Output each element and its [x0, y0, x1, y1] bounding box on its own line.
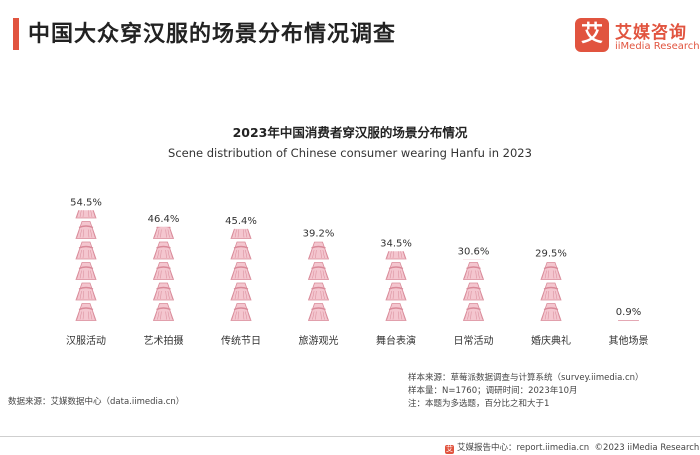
footer-report: 艾艾媒报告中心：report.iimedia.cn ©2023 iiMedia … — [445, 441, 700, 454]
data-source: 数据来源：艾媒数据中心（data.iimedia.cn） — [8, 397, 185, 407]
category-label: 艺术拍摄 — [144, 334, 184, 347]
value-label: 46.4% — [148, 214, 180, 225]
bar-icon-stack — [462, 259, 485, 321]
category-label: 婚庆典礼 — [531, 334, 571, 347]
copyright: ©2023 iiMedia Research Inc — [594, 443, 700, 453]
footer-divider — [0, 436, 700, 437]
value-label: 54.5% — [70, 197, 102, 208]
bar-icon-stack — [152, 226, 175, 321]
pictogram-chart: 54.5% 汉服活动 46.4% 艺术拍摄 45.4% 传统节日 39.2% 旅游观光 34.5… — [66, 197, 649, 347]
category-label: 传统节日 — [221, 334, 261, 347]
category-label: 舞台表演 — [376, 334, 416, 347]
value-label: 0.9% — [616, 307, 641, 318]
value-label: 39.2% — [303, 229, 335, 240]
category-label: 其他场景 — [609, 334, 649, 347]
value-label: 30.6% — [458, 246, 490, 257]
category-label: 日常活动 — [454, 334, 494, 347]
bar-icon-stack — [385, 251, 407, 321]
note-line: 样本量：N=1760；调研时间：2023年10月 — [408, 386, 578, 396]
chart-title: 2023年中国消费者穿汉服的场景分布情况 — [232, 125, 468, 140]
title-accent-bar — [13, 18, 19, 50]
bar-icon-stack — [540, 262, 562, 321]
report-center-link[interactable]: 艾媒报告中心：report.iimedia.cn — [457, 443, 590, 453]
value-label: 29.5% — [535, 249, 567, 260]
bar-icon-stack — [75, 210, 97, 321]
note-line: 样本来源：草莓派数据调查与计算系统（survey.iimedia.cn） — [408, 373, 644, 383]
logo-mark: 艾 — [575, 18, 609, 52]
page-title: 中国大众穿汉服的场景分布情况调查 — [28, 22, 397, 47]
category-label: 旅游观光 — [299, 334, 339, 347]
note-line: 注：本题为多选题，百分比之和大于1 — [408, 399, 550, 409]
sample-notes: 样本来源：草莓派数据调查与计算系统（survey.iimedia.cn） 样本量… — [408, 372, 644, 411]
value-label: 34.5% — [380, 238, 412, 249]
bar-icon-stack — [307, 241, 330, 321]
small-logo-icon: 艾 — [445, 445, 454, 454]
logo-english-name: iiMedia Research — [615, 41, 700, 52]
logo-chinese-name: 艾媒咨询 — [615, 23, 687, 43]
chart-subtitle: Scene distribution of Chinese consumer w… — [168, 146, 532, 160]
category-label: 汉服活动 — [66, 335, 106, 347]
iimedia-logo: 艾 艾媒咨询 iiMedia Research — [575, 18, 700, 56]
bar-icon-stack — [617, 320, 640, 321]
value-label: 45.4% — [225, 216, 257, 227]
bar-icon-stack — [230, 228, 252, 321]
